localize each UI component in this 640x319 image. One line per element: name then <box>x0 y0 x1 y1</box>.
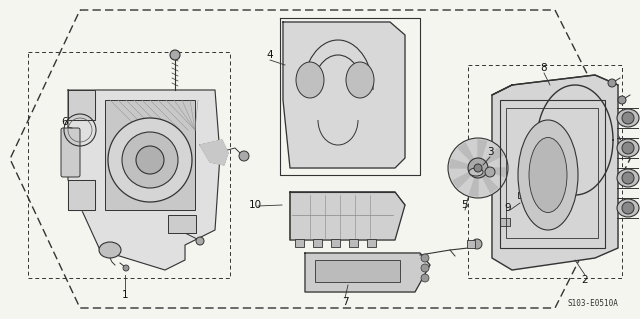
Circle shape <box>239 151 249 161</box>
Circle shape <box>122 132 178 188</box>
Bar <box>315 260 400 282</box>
Bar <box>518 192 528 198</box>
Bar <box>295 239 304 247</box>
Ellipse shape <box>99 242 121 258</box>
Text: 9: 9 <box>505 203 511 213</box>
Text: 6: 6 <box>61 117 68 127</box>
Ellipse shape <box>296 62 324 98</box>
Text: S103-E0510A: S103-E0510A <box>567 299 618 308</box>
Circle shape <box>108 118 192 202</box>
Bar <box>313 239 322 247</box>
FancyBboxPatch shape <box>61 128 80 177</box>
Ellipse shape <box>469 168 483 176</box>
Polygon shape <box>492 75 618 270</box>
Polygon shape <box>488 168 506 177</box>
Circle shape <box>472 239 482 249</box>
Text: 10: 10 <box>248 200 262 210</box>
Bar <box>168 215 196 233</box>
Polygon shape <box>458 143 474 161</box>
Bar <box>331 239 340 247</box>
Polygon shape <box>469 177 478 196</box>
Text: 5: 5 <box>461 200 468 210</box>
Ellipse shape <box>346 62 374 98</box>
Circle shape <box>485 167 495 177</box>
Text: 7: 7 <box>342 297 348 307</box>
Circle shape <box>421 264 429 272</box>
Ellipse shape <box>617 169 639 187</box>
Text: 3: 3 <box>486 147 493 157</box>
Circle shape <box>421 274 429 282</box>
Circle shape <box>622 112 634 124</box>
Circle shape <box>474 164 482 172</box>
Bar <box>500 100 605 248</box>
Text: 4: 4 <box>267 50 273 60</box>
Polygon shape <box>453 173 471 188</box>
Polygon shape <box>68 90 95 120</box>
Polygon shape <box>283 22 405 168</box>
Polygon shape <box>450 160 468 168</box>
Text: 8: 8 <box>541 63 547 73</box>
Circle shape <box>468 158 488 178</box>
Circle shape <box>608 79 616 87</box>
Bar <box>349 239 358 247</box>
Circle shape <box>618 96 626 104</box>
Polygon shape <box>485 148 503 163</box>
Bar <box>105 100 195 210</box>
Ellipse shape <box>617 109 639 127</box>
Circle shape <box>421 254 429 262</box>
Circle shape <box>196 237 204 245</box>
Ellipse shape <box>529 137 567 212</box>
Bar <box>367 239 376 247</box>
Text: 2: 2 <box>582 275 588 285</box>
Bar <box>500 218 510 226</box>
Polygon shape <box>305 253 430 292</box>
Polygon shape <box>68 90 220 270</box>
Circle shape <box>622 172 634 184</box>
Ellipse shape <box>617 199 639 217</box>
Text: 1: 1 <box>122 290 128 300</box>
Polygon shape <box>68 180 95 210</box>
Polygon shape <box>483 175 498 193</box>
Circle shape <box>170 50 180 60</box>
Circle shape <box>136 146 164 174</box>
Circle shape <box>123 265 129 271</box>
Ellipse shape <box>518 120 578 230</box>
Circle shape <box>622 202 634 214</box>
Circle shape <box>448 138 508 198</box>
Bar <box>467 240 475 248</box>
Polygon shape <box>290 192 405 240</box>
Polygon shape <box>478 140 486 159</box>
Circle shape <box>622 142 634 154</box>
Polygon shape <box>200 140 228 165</box>
Bar <box>506 108 598 238</box>
Ellipse shape <box>617 139 639 157</box>
